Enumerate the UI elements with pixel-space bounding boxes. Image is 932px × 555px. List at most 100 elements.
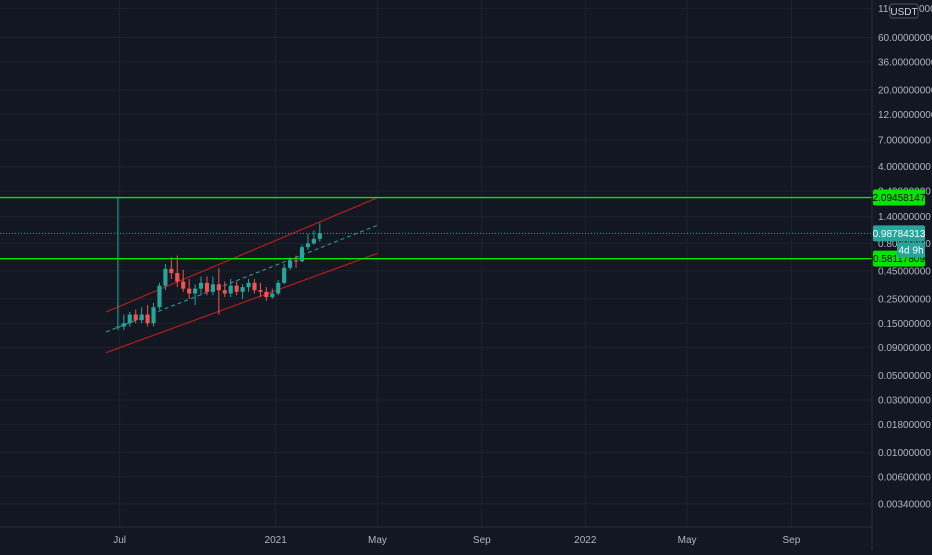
candle[interactable] bbox=[133, 309, 138, 324]
candle-body bbox=[127, 314, 132, 324]
time-tick-label: 2022 bbox=[574, 535, 597, 546]
candle[interactable] bbox=[317, 223, 322, 242]
candle-body bbox=[305, 243, 310, 248]
candle[interactable] bbox=[246, 278, 251, 292]
candle-body bbox=[228, 285, 233, 294]
price-tick-label: 20.00000000 bbox=[878, 85, 932, 96]
candle[interactable] bbox=[145, 304, 150, 327]
countdown-tag-bg bbox=[897, 242, 925, 258]
candle-body bbox=[252, 282, 257, 291]
candle[interactable] bbox=[305, 233, 310, 250]
last-price-tag-bg bbox=[873, 225, 925, 242]
candle[interactable] bbox=[311, 230, 316, 245]
candle[interactable] bbox=[169, 257, 174, 279]
regression-channel[interactable] bbox=[105, 197, 378, 354]
countdown-tag-label: 4d 9h bbox=[898, 245, 923, 256]
candle-body bbox=[121, 323, 126, 327]
candle[interactable] bbox=[187, 278, 192, 299]
last-price-tag-label: 0.98784313 bbox=[873, 229, 926, 240]
currency-badge: USDT bbox=[889, 3, 919, 19]
candle[interactable] bbox=[210, 276, 215, 296]
price-tick-label: 4.00000000 bbox=[878, 162, 931, 173]
candle[interactable] bbox=[299, 244, 305, 263]
candle[interactable] bbox=[234, 281, 239, 296]
candle-body bbox=[299, 247, 305, 262]
candle[interactable] bbox=[151, 302, 156, 327]
channel-lower-line[interactable] bbox=[105, 252, 378, 354]
candle[interactable] bbox=[163, 263, 168, 291]
candle-body bbox=[317, 233, 322, 239]
candle-body bbox=[276, 282, 281, 294]
candle[interactable] bbox=[258, 282, 263, 298]
candle[interactable] bbox=[115, 197, 120, 331]
price-tick-label: 60.00000000 bbox=[878, 33, 932, 44]
candle-body bbox=[246, 282, 251, 288]
price-tick-label: 1.40000000 bbox=[878, 212, 931, 223]
time-axis-labels: Jul 2021 May Sep 2022 May Sep bbox=[113, 535, 801, 546]
candle[interactable] bbox=[240, 284, 245, 299]
candle[interactable] bbox=[252, 278, 257, 294]
candles[interactable] bbox=[115, 197, 322, 331]
time-axis[interactable] bbox=[0, 527, 872, 550]
price-axis[interactable] bbox=[872, 0, 932, 550]
candle-body bbox=[288, 260, 293, 268]
price-tick-label: 0.00600000 bbox=[878, 472, 931, 483]
candle[interactable] bbox=[157, 282, 162, 310]
candle[interactable] bbox=[121, 314, 126, 331]
candle-body bbox=[187, 288, 192, 294]
candle-body bbox=[157, 285, 162, 308]
candle[interactable] bbox=[282, 263, 287, 285]
price-tags: 2.09458147 0.58117809 0.98784313 4d 9h bbox=[873, 189, 926, 267]
candle-body bbox=[151, 307, 156, 324]
candle[interactable] bbox=[222, 281, 227, 298]
candle-body bbox=[193, 288, 198, 294]
candle[interactable] bbox=[288, 257, 293, 270]
candle[interactable] bbox=[264, 287, 269, 301]
time-tick-label: May bbox=[368, 535, 387, 546]
time-tick-label: 2021 bbox=[265, 535, 288, 546]
candle[interactable] bbox=[216, 267, 221, 315]
candle-body bbox=[222, 290, 227, 294]
candle[interactable] bbox=[204, 276, 210, 296]
candle[interactable] bbox=[193, 284, 198, 305]
candle-body bbox=[234, 285, 239, 292]
price-tick-label: 36.00000000 bbox=[878, 57, 932, 68]
candle[interactable] bbox=[181, 269, 186, 292]
price-tick-label: 7.00000000 bbox=[878, 136, 931, 147]
candle-body bbox=[270, 293, 275, 298]
candle-body bbox=[282, 267, 287, 283]
price-tick-label: 0.15000000 bbox=[878, 319, 931, 330]
time-tick-label: May bbox=[678, 535, 697, 546]
candle-body bbox=[115, 326, 120, 328]
candle-body bbox=[169, 268, 174, 274]
horizontal-levels[interactable] bbox=[0, 196, 872, 260]
candle-body bbox=[293, 260, 299, 262]
price-tick-label: 0.03000000 bbox=[878, 396, 931, 407]
candle-body bbox=[198, 282, 204, 289]
candle[interactable] bbox=[198, 276, 204, 296]
level-price-tag-2-label: 0.58117809 bbox=[873, 254, 926, 265]
candle-body bbox=[139, 314, 144, 321]
price-tick-label: 0.45000000 bbox=[878, 266, 931, 277]
candle[interactable] bbox=[293, 255, 299, 268]
candle-body bbox=[175, 273, 180, 282]
price-tick-label: 0.09000000 bbox=[878, 343, 931, 354]
price-tick-label: 0.05000000 bbox=[878, 371, 931, 382]
channel-upper-line[interactable] bbox=[105, 197, 378, 313]
price-tick-label: 0.01800000 bbox=[878, 420, 931, 431]
candle-body bbox=[181, 281, 186, 289]
candle[interactable] bbox=[228, 278, 233, 298]
candle[interactable] bbox=[127, 311, 132, 327]
candle-body bbox=[163, 268, 168, 286]
candle[interactable] bbox=[175, 255, 180, 288]
level-price-tag-1-bg bbox=[873, 189, 925, 206]
time-tick-label: Jul bbox=[113, 535, 126, 546]
candle[interactable] bbox=[270, 288, 275, 299]
candle-body bbox=[258, 290, 263, 292]
candle-body bbox=[133, 314, 138, 321]
candle[interactable] bbox=[139, 307, 144, 324]
candle[interactable] bbox=[276, 280, 281, 296]
time-tick-label: Sep bbox=[783, 535, 801, 546]
